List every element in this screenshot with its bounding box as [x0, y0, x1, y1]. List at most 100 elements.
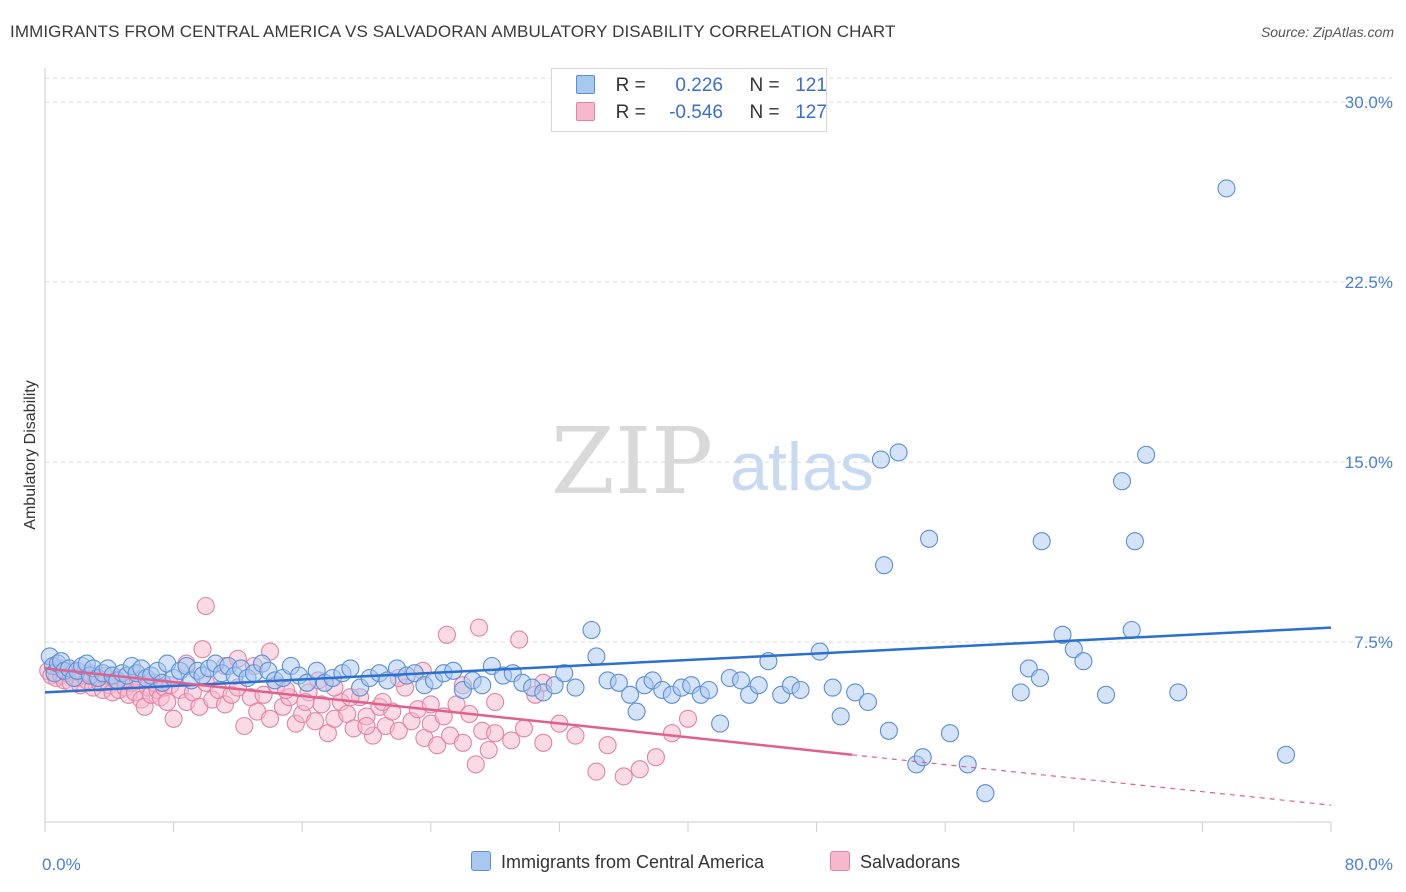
watermark: ZIP atlas — [551, 408, 874, 515]
salvadoran-point — [614, 767, 633, 786]
trend-lines — [44, 626, 1332, 806]
central-america-point — [587, 647, 606, 666]
axis-labels: 7.5% 15.0% 22.5% 30.0% 0.0% 80.0% Ambulatory D… — [22, 93, 1393, 874]
central-america-point — [889, 443, 908, 462]
bottom-legend-series2: Salvadorans — [830, 851, 960, 873]
salvadoran-point — [514, 719, 534, 738]
salvadoran-point — [196, 596, 215, 616]
legend-n-value-pink: 127 — [795, 102, 827, 123]
central-america-point — [810, 642, 829, 661]
x-tick-label-min: 0.0% — [42, 855, 81, 874]
central-america-point — [1011, 683, 1030, 702]
central-america-point — [1112, 472, 1132, 491]
central-america-points — [40, 179, 1296, 803]
bottom-legend-swatch-blue — [471, 851, 491, 871]
salvadoran-point — [306, 712, 325, 731]
legend-r-value-pink: -0.546 — [669, 102, 723, 123]
y-tick-label: 15.0% — [1345, 453, 1393, 472]
central-america-point — [582, 620, 601, 640]
legend-swatch-pink — [576, 102, 595, 121]
central-america-point — [1217, 179, 1236, 198]
y-tick-label: 22.5% — [1345, 273, 1393, 292]
central-america-point — [341, 659, 360, 678]
trend-line-pink — [44, 667, 853, 757]
gridlines — [45, 77, 1392, 643]
salvadoran-point — [510, 630, 529, 649]
salvadoran-point — [437, 625, 456, 644]
salvadoran-point — [646, 748, 665, 767]
central-america-point — [555, 664, 574, 683]
legend-swatch-blue — [576, 75, 595, 94]
central-america-point — [1169, 683, 1188, 702]
source-label: Source: ZipAtlas.com — [1260, 24, 1394, 40]
central-america-point — [940, 724, 960, 743]
trend-line-pink-extension — [851, 754, 1332, 806]
central-america-point — [1122, 620, 1141, 640]
salvadoran-point — [566, 726, 585, 745]
central-america-point — [823, 678, 842, 697]
salvadoran-point — [469, 618, 489, 637]
central-america-point — [699, 680, 718, 700]
central-america-point — [871, 450, 890, 469]
salvadoran-point — [486, 692, 505, 712]
salvadoran-point — [630, 760, 649, 779]
central-america-point — [831, 707, 850, 726]
legend-n-label: N = — [749, 75, 780, 96]
legend-n-label: N = — [749, 102, 780, 123]
legend-row-pink: R = -0.546 N = 127 — [576, 102, 827, 126]
salvadoran-point — [357, 716, 376, 736]
x-tick-label-max: 80.0% — [1345, 855, 1393, 874]
salvadoran-point — [389, 721, 408, 740]
salvadoran-point — [158, 692, 177, 712]
salvadoran-point — [235, 716, 254, 736]
salvadoran-point — [479, 740, 498, 760]
central-america-point — [846, 683, 865, 702]
central-america-point — [879, 721, 898, 740]
central-america-point — [749, 676, 768, 695]
salvadoran-point — [587, 762, 606, 781]
bottom-legend-label-blue: Immigrants from Central America — [501, 852, 765, 872]
central-america-point — [875, 556, 894, 575]
legend-r-label: R = — [615, 75, 646, 96]
central-america-point — [1030, 668, 1050, 688]
central-america-point — [976, 784, 995, 803]
central-america-point — [1137, 445, 1156, 464]
bottom-legend-series1: Immigrants from Central America — [471, 851, 764, 873]
salvadoran-point — [662, 724, 681, 743]
salvadoran-point — [164, 709, 183, 728]
central-america-point — [609, 673, 628, 692]
central-america-point — [958, 755, 977, 774]
axes — [44, 68, 1332, 832]
y-tick-label: 30.0% — [1345, 93, 1393, 112]
central-america-point — [1032, 532, 1051, 551]
central-america-point — [473, 676, 492, 695]
central-america-point — [1053, 625, 1072, 644]
watermark-atlas: atlas — [730, 429, 874, 505]
legend-r-label: R = — [615, 102, 646, 123]
correlation-legend: R = 0.226 N = 121 R = -0.546 N = 127 — [551, 68, 827, 132]
central-america-point — [711, 714, 730, 733]
bottom-legend-swatch-pink — [830, 851, 850, 871]
central-america-point — [1276, 745, 1296, 764]
central-america-point — [545, 676, 564, 695]
central-america-point — [627, 702, 646, 721]
central-america-point — [913, 748, 932, 767]
central-america-point — [1096, 685, 1116, 704]
salvadoran-point — [428, 736, 447, 755]
central-america-point — [621, 685, 640, 704]
salvadoran-point — [534, 733, 553, 752]
legend-r-value-blue: 0.226 — [675, 75, 723, 96]
central-america-point — [731, 671, 751, 690]
chart-title: IMMIGRANTS FROM CENTRAL AMERICA VS SALVA… — [10, 22, 896, 41]
y-axis-title: Ambulatory Disability — [22, 380, 39, 529]
salvadoran-point — [678, 709, 698, 728]
bottom-legend-label-pink: Salvadorans — [860, 852, 961, 872]
central-america-point — [1074, 652, 1093, 671]
salvadoran-point — [260, 709, 280, 728]
central-america-point — [858, 692, 878, 712]
salvadoran-point — [598, 736, 617, 755]
central-america-point — [920, 529, 939, 548]
salvadoran-point — [193, 640, 212, 659]
salvadoran-point — [453, 733, 472, 752]
